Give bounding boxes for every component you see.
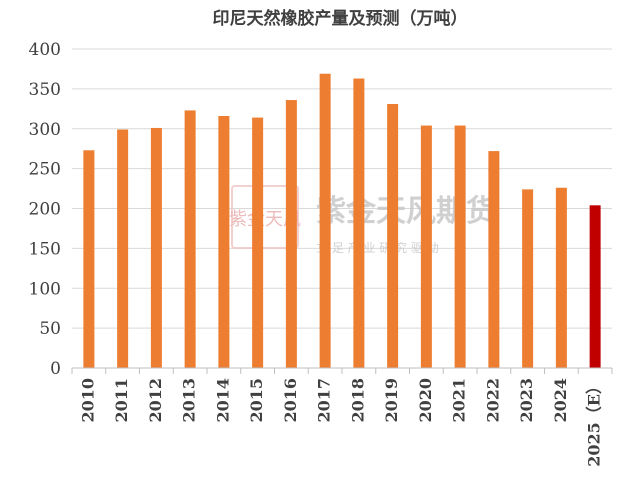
watermark: 紫金天风 紫金天风期货 立 足 产 业 研 究 驱 动 [229, 185, 496, 255]
gridlines [72, 48, 612, 329]
y-tick-label: 200 [29, 200, 61, 220]
y-tick-label: 50 [39, 319, 61, 339]
x-tick-label: 2020 [416, 378, 435, 423]
watermark-slogan: 立 足 产 业 研 究 驱 动 [316, 240, 439, 255]
y-tick-label: 0 [50, 359, 61, 379]
x-tick-label: 2011 [112, 378, 131, 423]
y-axis: 0 50 100 150 200 250 300 350 400 [29, 40, 61, 379]
bar-2011 [117, 129, 129, 368]
bar-2018 [353, 78, 365, 368]
bar-2023 [522, 189, 534, 368]
x-tick-label: 2016 [281, 378, 300, 423]
x-tick-label: 2013 [180, 378, 199, 423]
x-tick-label: 2010 [78, 378, 97, 423]
bar-2012 [150, 127, 162, 368]
bar-2017 [319, 73, 331, 368]
x-tick-label: 2023 [517, 378, 536, 423]
bar-2022 [488, 151, 500, 368]
watermark-seal-icon [231, 185, 299, 249]
y-tick-label: 250 [29, 160, 61, 180]
x-tick-label: 2014 [213, 378, 232, 423]
bar-2021 [454, 125, 466, 368]
x-axis [71, 367, 613, 374]
bar-2025（E） [589, 205, 601, 368]
bar-2019 [387, 104, 399, 368]
watermark-seal-text: 紫金天风 [229, 209, 301, 230]
watermark-brand: 紫金天风期货 [316, 194, 496, 229]
x-tick-labels: 2010 2011 2012 2013 2014 2015 2016 2017 2018 2019… [78, 378, 603, 467]
x-tick-label: 2022 [483, 378, 502, 423]
x-tick-label: 2019 [382, 378, 401, 423]
x-tick-label: 2021 [450, 378, 469, 423]
y-tick-label: 400 [29, 40, 61, 60]
x-tick-label: 2024 [551, 378, 570, 423]
x-tick-label: 2015 [247, 378, 266, 423]
bar-2024 [555, 187, 567, 368]
x-tick-label: 2017 [315, 378, 334, 423]
y-tick-label: 100 [29, 279, 61, 299]
bar-2020 [420, 125, 432, 368]
x-tick-label: 2012 [146, 378, 165, 423]
x-tick-label: 2018 [348, 378, 367, 423]
y-tick-label: 150 [29, 239, 61, 259]
y-tick-label: 300 [29, 120, 61, 140]
bar-2015 [252, 117, 264, 369]
bar-2016 [285, 100, 297, 368]
bar-2010 [83, 150, 95, 368]
x-tick-label: 2025（E） [585, 378, 604, 467]
y-tick-label: 350 [29, 80, 61, 100]
bar-2014 [218, 115, 230, 369]
chart-title: 印尼天然橡胶产量及预测（万吨） [213, 8, 468, 29]
bar-2013 [184, 110, 196, 368]
bar-series [83, 73, 601, 369]
